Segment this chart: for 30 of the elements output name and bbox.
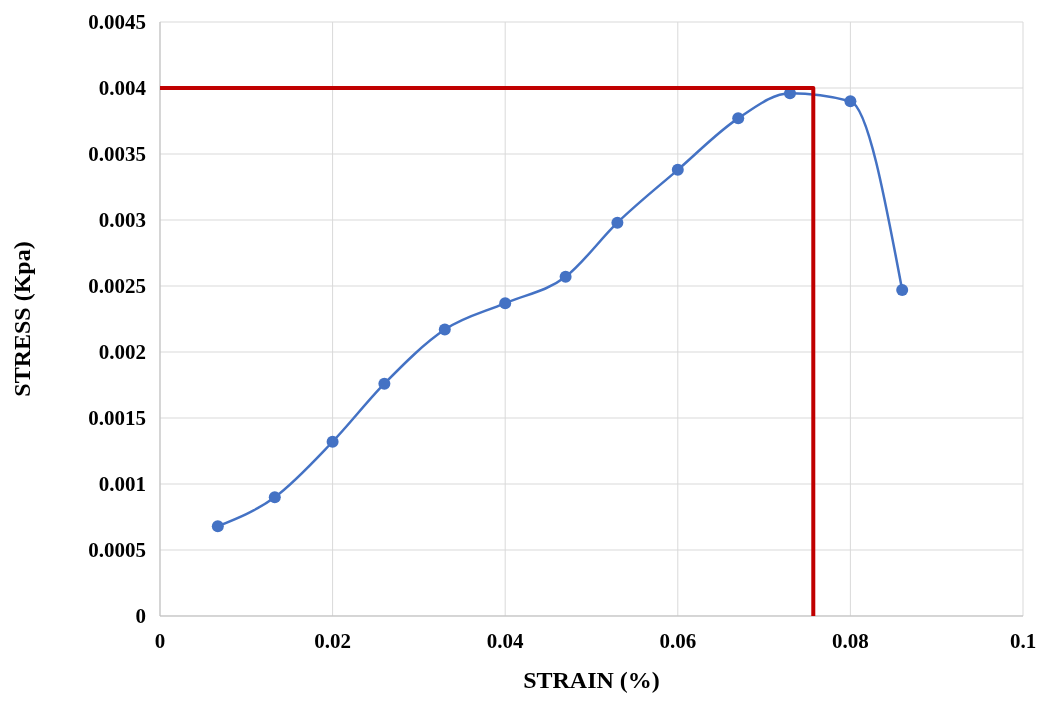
x-tick-label: 0 [154, 629, 166, 653]
point [211, 520, 224, 533]
x-tick-label: 0.06 [659, 629, 697, 653]
point [438, 323, 451, 336]
point [559, 270, 572, 283]
point [378, 377, 391, 390]
y-tick-label: 0.002 [98, 340, 146, 364]
y-tick-label: 0.004 [98, 76, 147, 100]
x-tick-label: 0.1 [1009, 629, 1037, 653]
x-tick-label: 0.04 [486, 629, 525, 653]
y-tick-label: 0 [135, 604, 146, 628]
point [671, 163, 684, 176]
point [499, 297, 512, 310]
x-tick-label: 0.02 [314, 629, 351, 653]
y-tick-label: 0.0035 [88, 142, 146, 166]
point [268, 491, 281, 504]
x-axis-title: STRAIN (%) [523, 667, 660, 693]
point [732, 112, 745, 125]
y-tick-label: 0.0015 [88, 406, 146, 430]
x-tick-label: 0.08 [832, 629, 869, 653]
point [611, 216, 624, 229]
point [896, 283, 909, 296]
y-tick-label: 0.001 [98, 472, 146, 496]
point [844, 95, 857, 108]
point [326, 435, 339, 448]
y-tick-label: 0.0005 [88, 538, 146, 562]
y-tick-label: 0.0025 [88, 274, 146, 298]
y-tick-label: 0.003 [98, 208, 146, 232]
y-tick-label: 0.0045 [88, 10, 146, 34]
y-axis-title: STRESS (Kpa) [9, 241, 35, 397]
